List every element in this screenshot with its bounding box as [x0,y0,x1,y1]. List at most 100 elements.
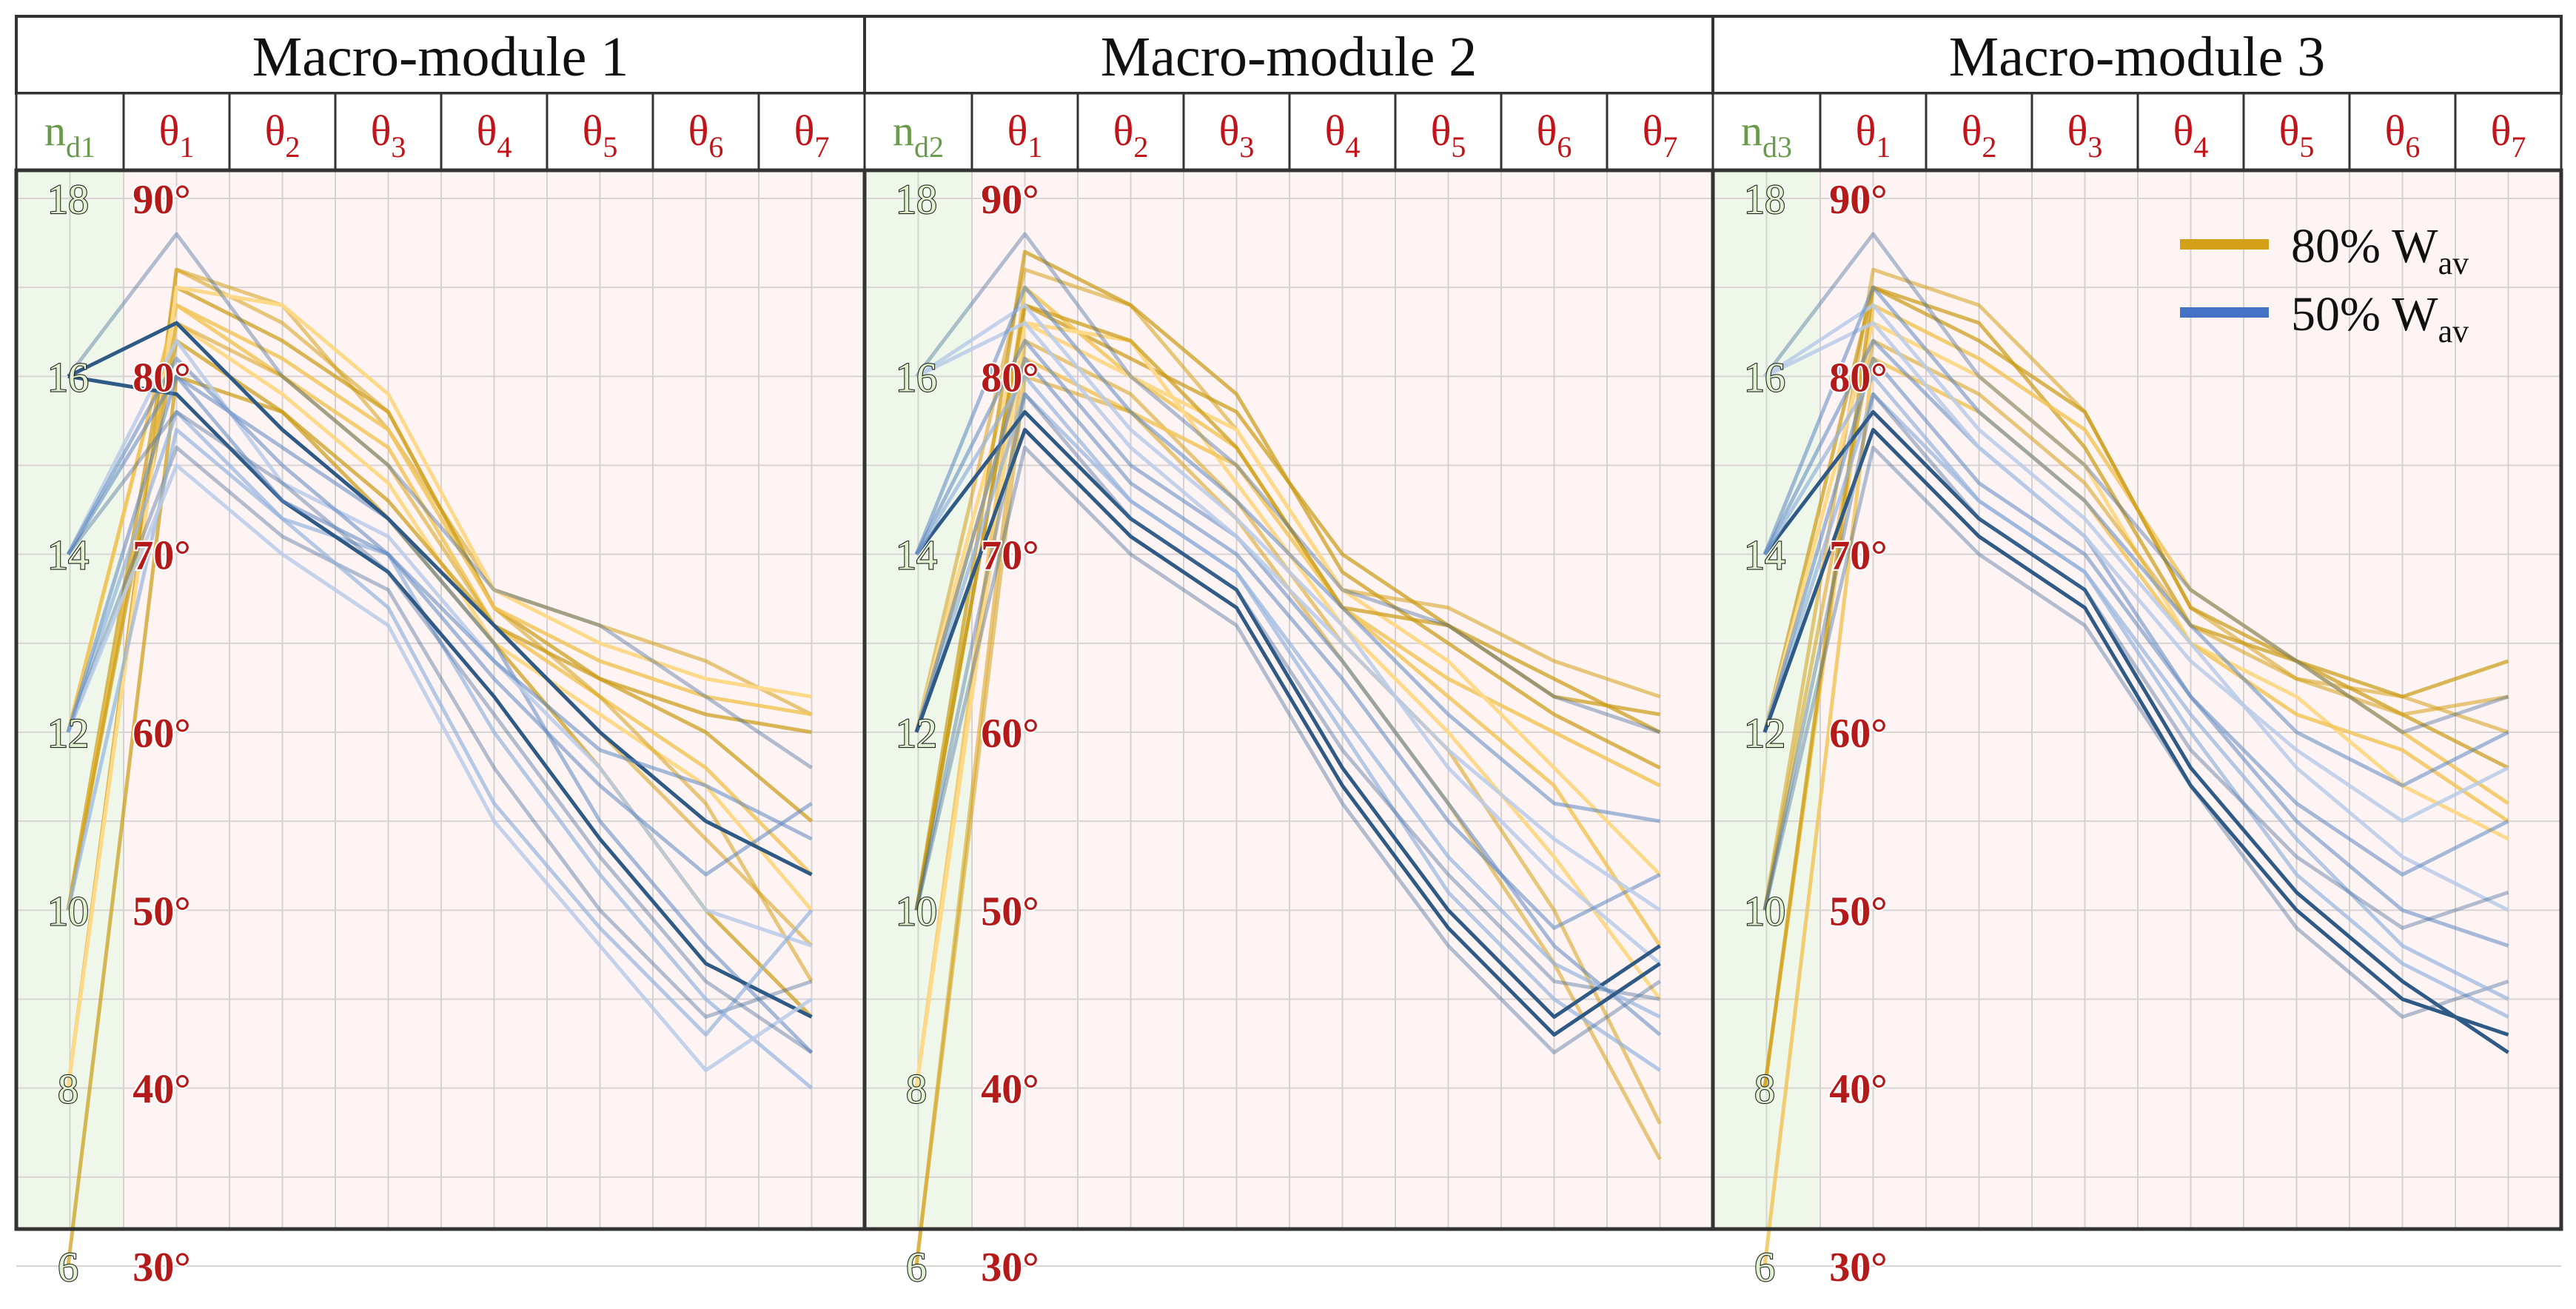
n-tick-label: 12 [1744,711,1785,757]
angle-tick-label: 70° [981,533,1039,579]
series-line-50 [1762,392,2509,930]
panel-3-title-cell [1711,15,2563,95]
series-line-80 [66,321,814,948]
series-line-50 [67,374,813,1019]
n-axis-header: nd2 [893,107,944,164]
angle-tick-label: 80° [133,355,190,401]
series-line-80 [914,321,1662,1089]
n-tick-label: 8 [906,1067,927,1113]
series-line-50 [67,232,813,770]
n-tick-label: 18 [896,177,937,223]
angle-tick-label: 90° [981,177,1039,223]
series-line-50 [66,445,813,1020]
series-line-80 [66,285,812,1089]
theta-axis-header: θ1 [159,107,195,164]
angle-tick-label: 90° [1829,177,1887,223]
angle-tick-label: 50° [133,888,190,934]
n-tick-label: 6 [58,1245,78,1290]
angle-tick-label: 30° [981,1245,1039,1290]
panel-1-title: Macro-module 1 [252,26,629,88]
series-line-50 [914,374,1661,1019]
series-line-50 [1762,392,2509,1019]
series-line-80 [914,356,1661,788]
series-line-50 [66,338,813,948]
angle-tick-label: 70° [133,533,190,579]
n-tick-label: 10 [896,888,937,934]
legend-label: 80% Wav [2291,219,2469,281]
series-line-50 [66,374,814,1054]
series-line-50 [915,303,1662,965]
angle-tick-label: 60° [1829,711,1887,757]
theta-axis-header: θ4 [1325,107,1361,164]
n-tick-label: 8 [1754,1067,1775,1113]
series-line-50 [66,356,813,877]
n-tick-label: 18 [1744,177,1785,223]
theta-axis-header: θ1 [1007,107,1043,164]
angle-tick-label: 80° [981,355,1039,401]
n-tick-label: 14 [47,533,89,579]
angle-tick-label: 40° [1829,1067,1887,1113]
series-line-50 [915,321,1661,912]
panel-3-title: Macro-module 3 [1949,26,2326,88]
series-line-50 [67,321,813,877]
n-tick-label: 6 [1754,1245,1775,1290]
theta-axis-header: θ6 [2385,107,2421,164]
series-line-50 [1763,321,2509,823]
panel-3-plot-frame [1711,168,2563,1231]
n-tick-label: 16 [1744,355,1785,401]
legend-label: 50% Wav [2291,287,2469,349]
theta-axis-header: θ3 [1219,107,1255,164]
theta-axis-header: θ6 [1537,107,1572,164]
series-line-50 [914,356,1661,930]
series-line-50 [1762,356,2509,877]
n-tick-label: 18 [47,177,89,223]
theta-axis-header: θ7 [2491,107,2526,164]
series-line-50 [914,392,1660,1001]
theta-axis-header: θ7 [794,107,830,164]
n-tick-label: 10 [47,888,89,934]
angle-tick-label: 50° [981,888,1039,934]
series-line-80 [914,250,1661,911]
n-tick-label: 10 [1744,888,1785,934]
angle-tick-label: 60° [133,711,190,757]
n-tick-label: 16 [896,355,937,401]
theta-axis-header: θ5 [1431,107,1466,164]
series-line-50 [1762,427,2509,1037]
theta-axis-header: θ2 [1113,107,1149,164]
theta-axis-header: θ1 [1856,107,1891,164]
series-line-50 [67,409,813,1054]
theta-axis-header: θ3 [371,107,406,164]
theta-axis-header: θ5 [583,107,618,164]
series-line-50 [915,409,1661,1020]
angle-tick-label: 80° [1829,355,1887,401]
series-line-50 [1762,285,2509,788]
series-line-50 [1763,409,2509,1054]
angle-tick-label: 30° [133,1245,190,1290]
panel-2-title-cell [863,15,1714,95]
series-line-80 [66,338,812,911]
n-tick-label: 6 [906,1245,927,1290]
series-line-50 [1762,445,2509,1020]
series-line-50 [914,392,1661,1072]
n-tick-label: 12 [896,711,937,757]
series-line-80 [66,303,812,733]
angle-tick-label: 40° [981,1067,1039,1113]
series-line-80 [66,303,814,877]
n-tick-label: 8 [58,1067,78,1113]
series-line-50 [1763,303,2509,912]
n-axis-header: nd1 [44,107,95,164]
n-tick-label: 12 [47,711,89,757]
n-axis-header: nd3 [1741,107,1792,164]
series-line-80 [66,267,814,1088]
series-line-50 [66,427,814,1037]
theta-axis-header: θ2 [265,107,301,164]
series-line-80 [1762,338,2509,911]
series-line-80 [914,303,1660,911]
series-line-50 [1762,374,2509,1001]
n-tick-label: 14 [896,533,937,579]
series-line-50 [915,232,1661,734]
theta-axis-header: θ4 [477,107,512,164]
angle-tick-label: 30° [1829,1245,1887,1290]
series-line-80 [1762,356,2509,1267]
